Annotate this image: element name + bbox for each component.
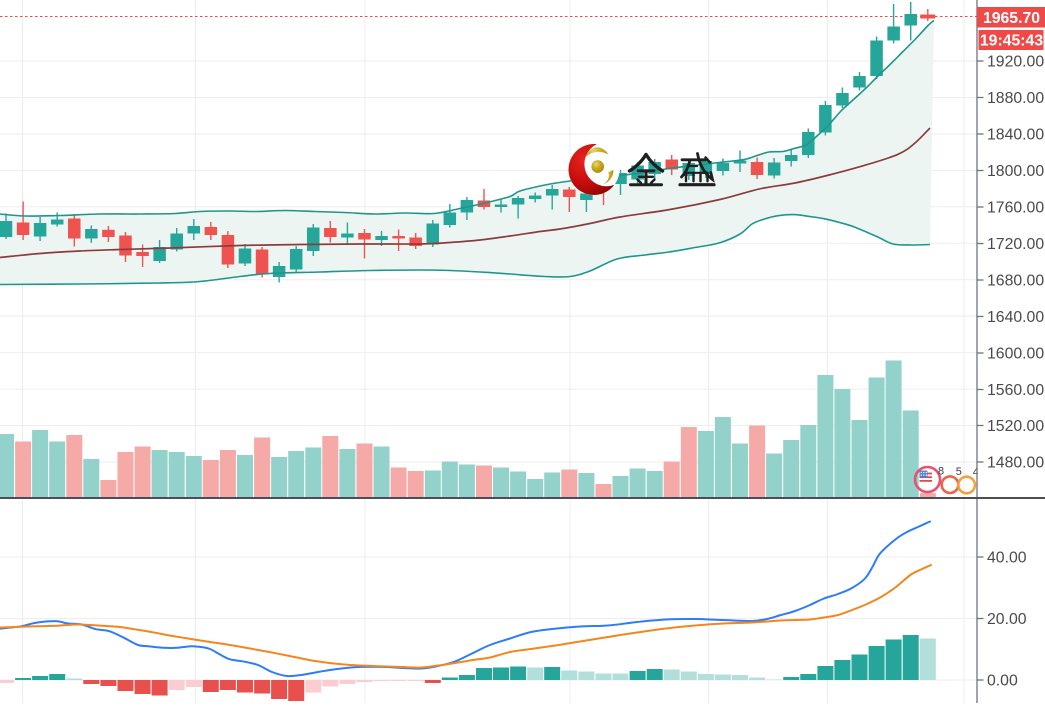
svg-text:1720.00: 1720.00 — [987, 236, 1044, 253]
svg-text:0.00: 0.00 — [987, 673, 1018, 690]
svg-text:1840.00: 1840.00 — [987, 127, 1044, 144]
svg-text:5: 5 — [956, 466, 962, 478]
svg-text:20.00: 20.00 — [987, 611, 1027, 628]
svg-text:4: 4 — [973, 466, 979, 478]
svg-text:1480.00: 1480.00 — [987, 455, 1044, 472]
svg-text:40.00: 40.00 — [987, 550, 1027, 567]
svg-text:1965.70: 1965.70 — [983, 10, 1040, 27]
svg-text:1760.00: 1760.00 — [987, 200, 1044, 217]
svg-text:1800.00: 1800.00 — [987, 163, 1044, 180]
svg-text:1640.00: 1640.00 — [987, 309, 1044, 326]
svg-text:1600.00: 1600.00 — [987, 346, 1044, 363]
svg-text:1560.00: 1560.00 — [987, 382, 1044, 399]
svg-text:1880.00: 1880.00 — [987, 90, 1044, 107]
svg-text:19:45:43: 19:45:43 — [980, 33, 1043, 50]
svg-text:1920.00: 1920.00 — [987, 54, 1044, 71]
svg-text:1520.00: 1520.00 — [987, 418, 1044, 435]
svg-text:1680.00: 1680.00 — [987, 273, 1044, 290]
svg-text:8: 8 — [938, 466, 944, 478]
